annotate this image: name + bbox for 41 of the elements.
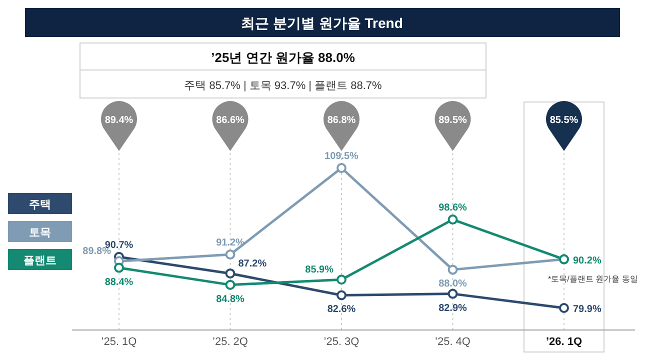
x-tick-label: ’25. 1Q	[101, 336, 138, 348]
text: 주택	[29, 199, 51, 211]
annotation: *토목/플랜트 원가율 동일	[548, 274, 638, 284]
text: 89.5%	[438, 115, 468, 126]
point	[336, 163, 346, 173]
data-label: 88.4%	[104, 276, 134, 288]
text: 86.6%	[216, 115, 245, 126]
point	[336, 274, 346, 285]
point	[336, 290, 346, 300]
data-label: 88.0%	[438, 278, 468, 290]
text: 85.5%	[550, 115, 578, 126]
data-label: 87.2%	[238, 258, 267, 270]
point	[448, 288, 458, 299]
data-label: 109.5%	[324, 151, 359, 162]
point	[559, 303, 569, 313]
data-label: 91.2%	[216, 238, 245, 249]
point	[225, 268, 236, 278]
data-label: 79.9%	[573, 304, 602, 315]
data-label: 82.9%	[438, 302, 468, 314]
point	[448, 214, 458, 225]
point	[448, 264, 458, 275]
data-label: 84.8%	[216, 294, 245, 305]
text: 89.4%	[104, 115, 134, 126]
point	[225, 280, 236, 290]
data-label: 90.2%	[573, 255, 602, 266]
chart-title: 최근 분기별 원가율 Trend	[241, 15, 403, 31]
point	[225, 250, 236, 260]
data-label: 89.8%	[82, 246, 112, 258]
data-label: 98.6%	[438, 202, 468, 214]
data-label: 82.6%	[327, 304, 356, 316]
point	[114, 262, 124, 273]
x-tick-label: ’25. 2Q	[212, 336, 248, 348]
data-label: 85.9%	[305, 264, 334, 276]
text: 플랜트	[24, 255, 56, 267]
x-tick-label: ’25. 4Q	[435, 336, 471, 348]
text: 토목	[29, 227, 51, 239]
chart-subtitle: ’25년 연간 원가율 88.0%	[211, 50, 356, 65]
text: 주택 85.7% | 토목 93.7% | 플랜트 88.7%	[184, 80, 382, 92]
x-tick-label: ’26. 1Q	[546, 336, 582, 348]
x-tick-label: ’25. 3Q	[324, 336, 360, 348]
text: 86.8%	[327, 115, 356, 126]
